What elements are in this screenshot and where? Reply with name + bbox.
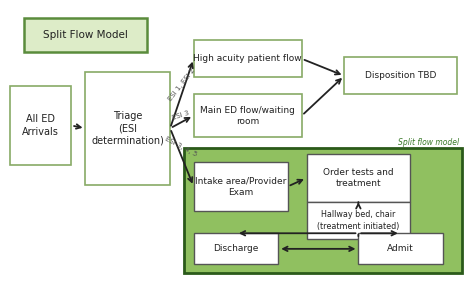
Text: Split Flow Model: Split Flow Model <box>43 30 128 40</box>
FancyBboxPatch shape <box>307 154 410 202</box>
Text: Admit: Admit <box>388 244 414 253</box>
Text: Disposition TBD: Disposition TBD <box>365 71 437 80</box>
Text: ESI 3, 4, 5: ESI 3, 4, 5 <box>164 136 198 158</box>
Text: All ED
Arrivals: All ED Arrivals <box>22 114 59 137</box>
Text: Main ED flow/waiting
room: Main ED flow/waiting room <box>200 105 295 126</box>
FancyBboxPatch shape <box>10 86 71 165</box>
FancyBboxPatch shape <box>194 162 288 211</box>
FancyBboxPatch shape <box>85 72 170 185</box>
FancyBboxPatch shape <box>24 18 147 52</box>
Text: Discharge: Discharge <box>213 244 259 253</box>
FancyBboxPatch shape <box>184 148 462 273</box>
Text: Order tests and
treatment: Order tests and treatment <box>323 168 394 188</box>
Text: Split flow model: Split flow model <box>398 138 460 147</box>
FancyBboxPatch shape <box>194 233 278 264</box>
Text: High acuity patient flow: High acuity patient flow <box>194 54 302 63</box>
FancyBboxPatch shape <box>344 57 457 94</box>
Text: ESI 1, ESI 2: ESI 1, ESI 2 <box>168 67 197 102</box>
FancyBboxPatch shape <box>194 94 302 137</box>
FancyBboxPatch shape <box>307 202 410 239</box>
Text: Hallway bed, chair
(treatment initiated): Hallway bed, chair (treatment initiated) <box>317 210 399 231</box>
Text: Intake area/Provider
Exam: Intake area/Provider Exam <box>195 176 287 197</box>
Text: ESI 3: ESI 3 <box>171 110 190 121</box>
Text: Triage
(ESI
determination): Triage (ESI determination) <box>91 111 164 146</box>
FancyBboxPatch shape <box>358 233 443 264</box>
FancyBboxPatch shape <box>194 40 302 77</box>
